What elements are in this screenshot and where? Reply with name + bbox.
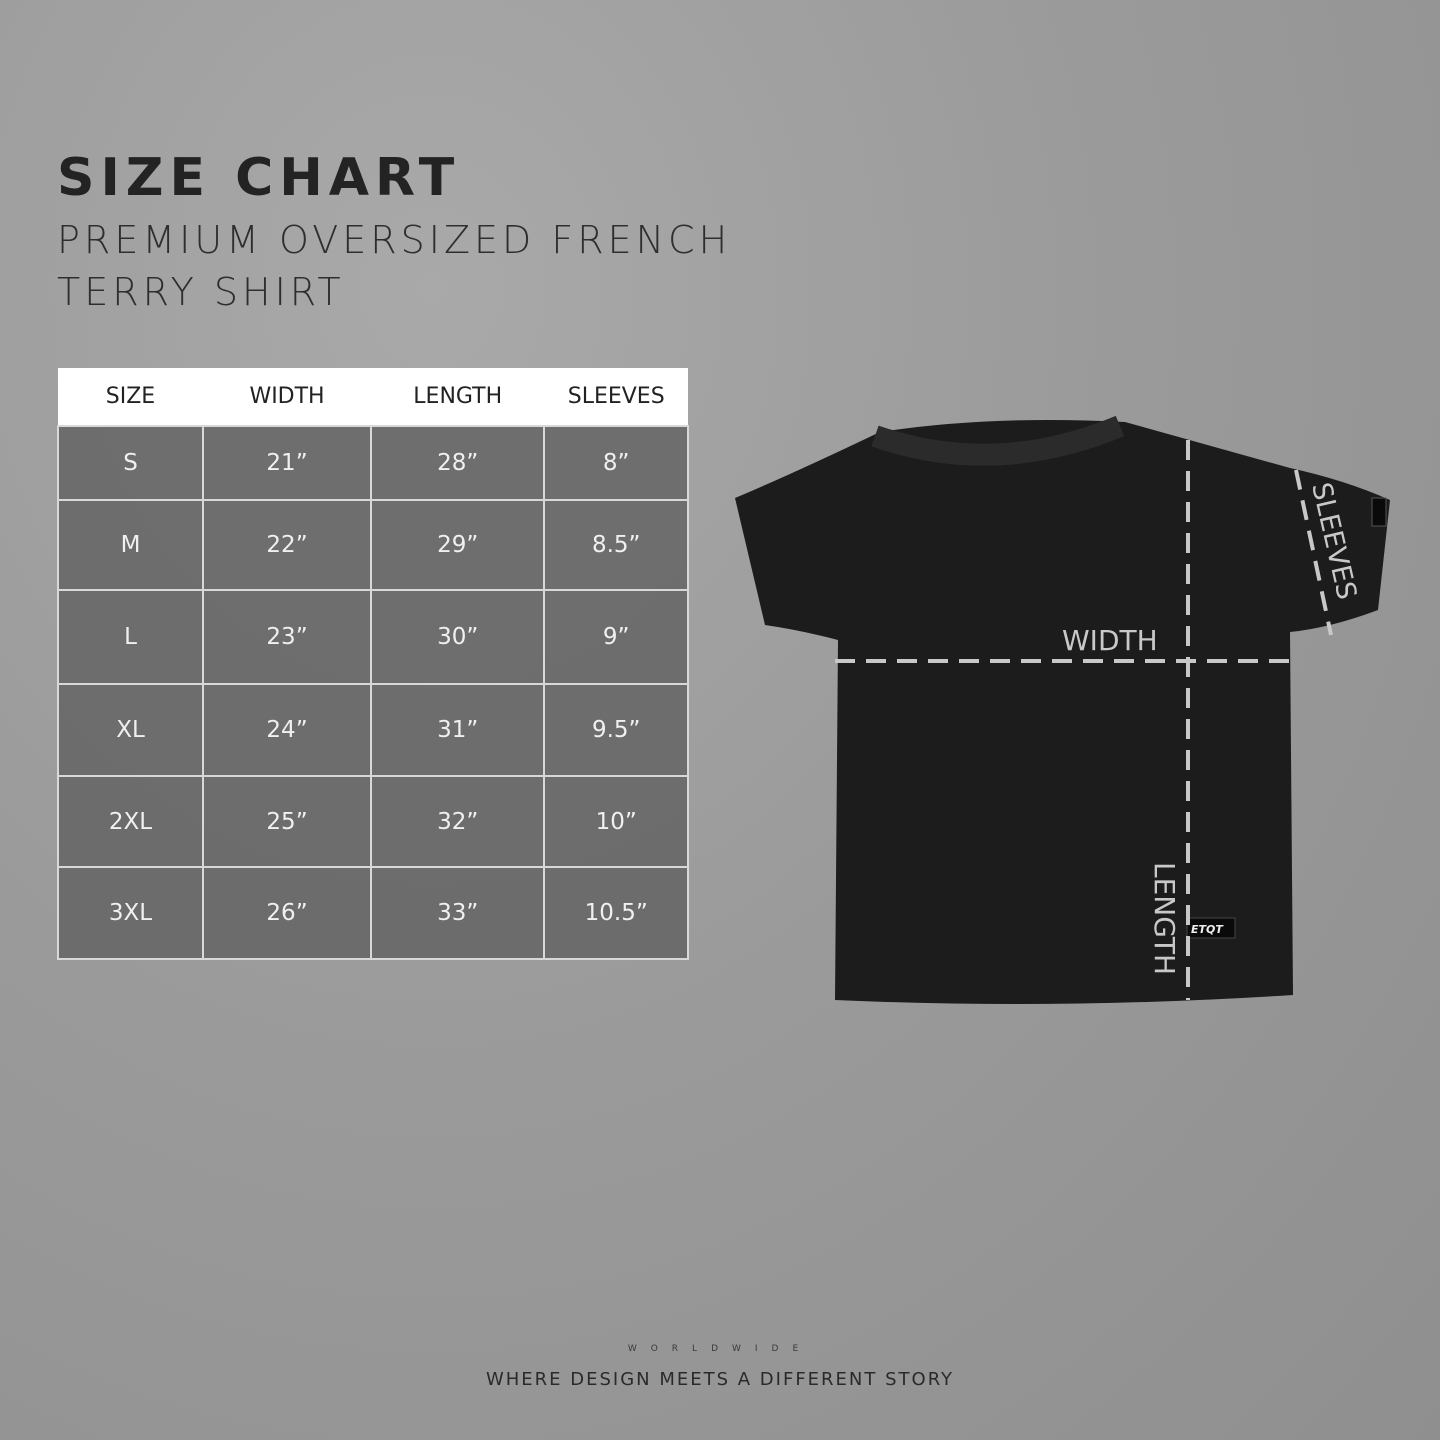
table-row: L 23” 30” 9” bbox=[57, 589, 689, 685]
cell-size: 2XL bbox=[57, 775, 204, 868]
cell-size: S bbox=[57, 425, 204, 501]
hem-tag bbox=[1186, 917, 1236, 939]
column-header-length: LENGTH bbox=[371, 368, 545, 426]
table-row: 2XL 25” 32” 10” bbox=[57, 775, 689, 868]
table-row: 3XL 26” 33” 10.5” bbox=[57, 866, 689, 960]
column-header-width: WIDTH bbox=[202, 368, 372, 426]
cell-sleeves: 10.5” bbox=[543, 866, 689, 960]
cell-length: 29” bbox=[370, 499, 546, 591]
cell-length: 32” bbox=[370, 775, 546, 868]
column-header-size: SIZE bbox=[58, 368, 203, 426]
worldwide-text: WORLDWIDE bbox=[627, 1344, 813, 1354]
cell-width: 23” bbox=[201, 589, 373, 685]
sleeve-tag bbox=[1371, 497, 1387, 527]
cell-width: 26” bbox=[201, 866, 373, 960]
table-row: S 21” 28” 8” bbox=[57, 425, 689, 501]
page-subtitle: PREMIUM OVERSIZED FRENCH TERRY SHIRT bbox=[57, 218, 732, 314]
cell-length: 31” bbox=[370, 683, 546, 777]
cell-length: 28” bbox=[370, 425, 546, 501]
cell-length: 33” bbox=[370, 866, 546, 960]
hem-tag-logo: ETQT bbox=[1191, 923, 1224, 936]
cell-sleeves: 10” bbox=[543, 775, 689, 868]
cell-size: L bbox=[57, 589, 204, 685]
cell-width: 24” bbox=[201, 683, 373, 777]
cell-length: 30” bbox=[370, 589, 546, 685]
table-row: M 22” 29” 8.5” bbox=[57, 499, 689, 591]
cell-sleeves: 8.5” bbox=[543, 499, 689, 591]
length-label: LENGTH bbox=[1148, 862, 1181, 975]
size-table: SIZE WIDTH LENGTH SLEEVES S 21” 28” 8” M 22” 2… bbox=[57, 368, 689, 960]
column-header-sleeves: SLEEVES bbox=[544, 368, 688, 426]
cell-size: XL bbox=[57, 683, 204, 777]
collar bbox=[871, 415, 1125, 466]
sleeves-guide-line bbox=[1294, 469, 1333, 636]
shirt-diagram: ETQT WIDTH LENGTH SLEEVES ETQT ® bbox=[735, 415, 1390, 1004]
tshirt-illustration bbox=[735, 419, 1390, 1004]
table-row: XL 24” 31” 9.5” bbox=[57, 683, 689, 777]
brand-slogan: WHERE DESIGN MEETS A DIFFERENT STORY bbox=[485, 1369, 955, 1390]
cell-width: 22” bbox=[201, 499, 373, 591]
table-header-row: SIZE WIDTH LENGTH SLEEVES bbox=[58, 368, 688, 426]
cell-width: 21” bbox=[201, 425, 373, 501]
cell-sleeves: 9.5” bbox=[543, 683, 689, 777]
page-title: SIZE CHART bbox=[57, 148, 461, 208]
cell-sleeves: 9” bbox=[543, 589, 689, 685]
width-label: WIDTH bbox=[1062, 624, 1158, 657]
cell-width: 25” bbox=[201, 775, 373, 868]
cell-size: 3XL bbox=[57, 866, 204, 960]
cell-sleeves: 8” bbox=[543, 425, 689, 501]
cell-size: M bbox=[57, 499, 204, 591]
